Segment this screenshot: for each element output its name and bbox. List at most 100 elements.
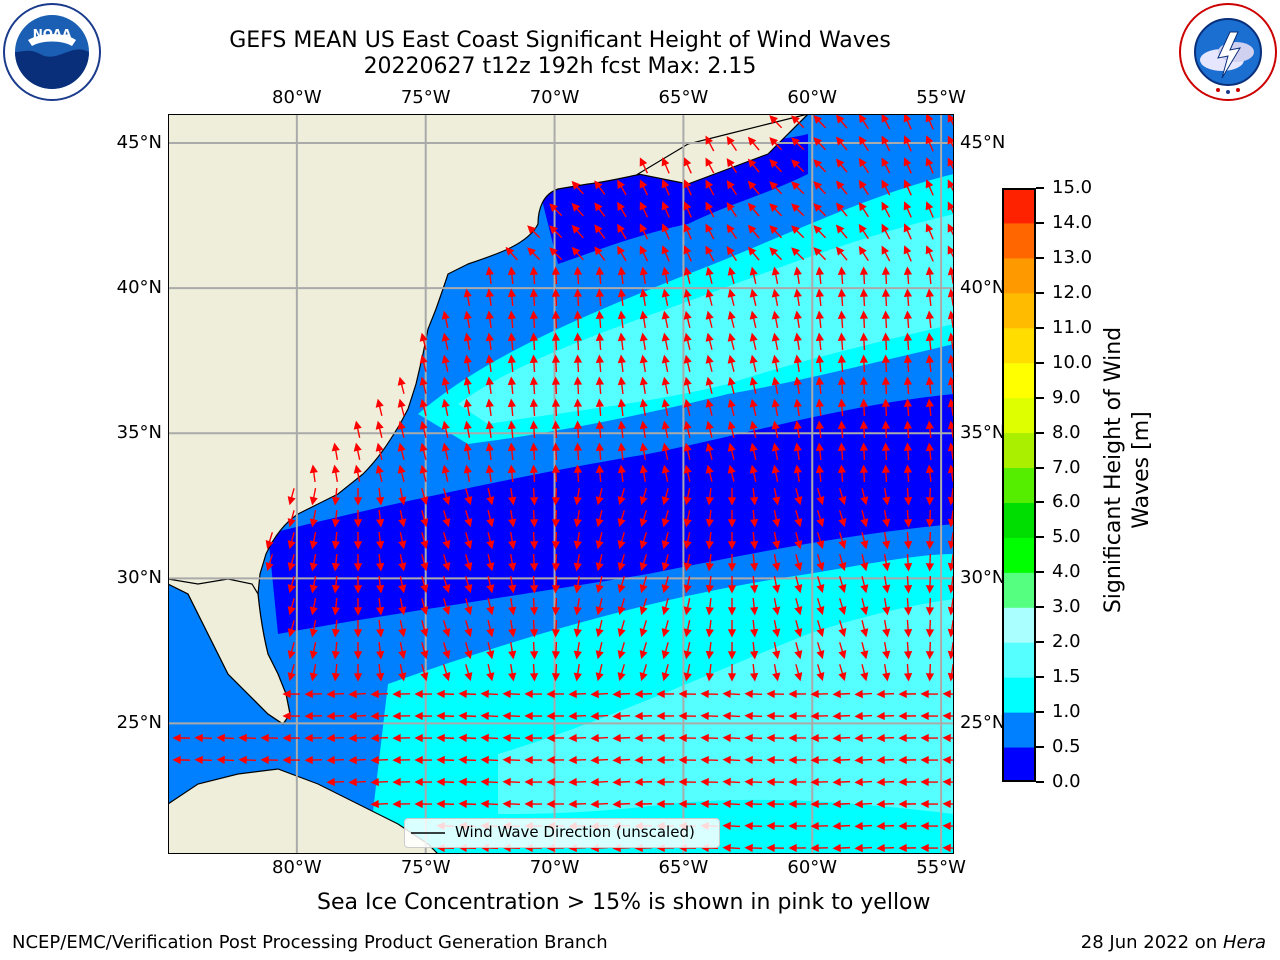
wave-direction-arrow (788, 799, 807, 809)
wave-direction-arrow (546, 733, 565, 743)
wave-direction-arrow (353, 663, 363, 682)
colorbar-segment (1002, 362, 1036, 399)
footer-host: Hera (1222, 932, 1266, 953)
wave-direction-arrow (794, 598, 803, 616)
wave-direction-arrow (791, 203, 805, 217)
wave-direction-arrow (442, 554, 451, 572)
wave-direction-arrow (661, 554, 670, 572)
wave-direction-arrow (348, 755, 367, 765)
wave-direction-arrow (612, 689, 631, 699)
wave-direction-arrow (370, 777, 389, 787)
wave-direction-arrow (442, 664, 451, 682)
wave-direction-arrow (287, 532, 296, 550)
wave-direction-arrow (634, 711, 653, 721)
wave-direction-arrow (529, 619, 539, 638)
wave-direction-arrow (683, 464, 692, 482)
wave-direction-arrow (617, 420, 626, 439)
wave-direction-arrow (876, 689, 895, 699)
wave-direction-arrow (573, 310, 583, 329)
lon-tick-label-top: 65°W (658, 87, 709, 108)
wave-direction-arrow (309, 664, 318, 682)
wave-direction-arrow (903, 376, 913, 395)
wave-direction-arrow (661, 157, 670, 174)
wave-direction-arrow (947, 464, 954, 483)
wave-direction-arrow (551, 420, 561, 439)
wave-direction-arrow (876, 711, 895, 721)
wave-direction-arrow (546, 755, 565, 765)
wave-direction-arrow (420, 664, 429, 682)
wave-direction-arrow (747, 136, 760, 151)
wave-direction-arrow (750, 641, 759, 660)
wave-direction-arrow (442, 510, 451, 528)
wave-direction-arrow (414, 689, 433, 699)
wave-direction-arrow (529, 663, 539, 682)
wave-direction-arrow (370, 689, 389, 699)
wave-direction-arrow (882, 663, 891, 682)
colorbar-tick-label: 0.0 (1052, 771, 1081, 792)
wave-direction-arrow (639, 554, 648, 572)
wave-direction-arrow (881, 376, 891, 395)
wave-direction-arrow (727, 531, 737, 550)
wave-direction-arrow (813, 181, 827, 195)
wave-direction-arrow (551, 442, 561, 461)
wave-direction-arrow (837, 376, 847, 395)
wave-direction-arrow (881, 442, 891, 461)
wave-direction-arrow (639, 157, 649, 174)
wave-direction-arrow (788, 843, 807, 853)
wave-direction-arrow (722, 733, 741, 743)
wave-direction-arrow (617, 532, 626, 550)
wave-direction-arrow (656, 777, 675, 787)
lat-tick-label-right: 40°N (960, 277, 1006, 299)
wave-direction-arrow (947, 288, 954, 307)
wave-direction-arrow (436, 799, 455, 809)
wave-direction-arrow (392, 689, 411, 699)
wave-direction-arrow (683, 510, 692, 528)
wave-direction-arrow (816, 554, 825, 572)
wave-direction-arrow (573, 398, 583, 417)
wave-direction-arrow (816, 598, 825, 616)
wave-direction-arrow (859, 310, 869, 329)
wave-direction-arrow (639, 398, 648, 417)
wave-direction-arrow (639, 598, 648, 616)
wave-direction-arrow (854, 733, 873, 743)
wave-direction-arrow (529, 487, 539, 506)
wave-direction-arrow (766, 821, 785, 831)
wave-direction-arrow (903, 179, 912, 196)
wave-direction-arrow (705, 531, 714, 550)
colorbar-segment (1002, 712, 1036, 748)
wave-direction-arrow (639, 179, 649, 196)
wave-direction-arrow (832, 733, 851, 743)
wave-direction-arrow (502, 711, 521, 721)
wave-direction-arrow (458, 733, 477, 743)
wave-direction-arrow (398, 620, 407, 638)
wave-direction-arrow (442, 642, 451, 660)
wave-direction-arrow (727, 553, 737, 572)
colorbar (1002, 188, 1036, 782)
wave-direction-arrow (772, 664, 781, 682)
wave-direction-arrow (527, 247, 541, 261)
wave-direction-arrow (529, 597, 539, 616)
wave-direction-arrow (925, 420, 934, 439)
lon-tick-label-bottom: 75°W (400, 857, 451, 878)
wave-direction-arrow (331, 464, 340, 483)
wave-direction-arrow (331, 619, 340, 638)
wave-direction-arrow (436, 755, 455, 765)
wave-direction-arrow (612, 711, 631, 721)
wave-direction-arrow (551, 575, 561, 594)
wave-direction-arrow (705, 288, 714, 306)
wave-direction-arrow (573, 553, 582, 572)
wave-direction-arrow (816, 488, 825, 506)
wave-direction-arrow (705, 464, 714, 482)
wave-direction-arrow (854, 799, 873, 809)
wave-direction-arrow (331, 531, 340, 550)
colorbar-frame (1002, 188, 1036, 782)
lat-tick-label-left: 40°N (116, 277, 162, 299)
wave-direction-arrow (331, 509, 340, 528)
colorbar-tick-label: 5.0 (1052, 526, 1081, 548)
wave-direction-arrow (595, 464, 605, 483)
wave-direction-arrow (882, 487, 891, 506)
wave-direction-arrow (678, 733, 697, 743)
wave-direction-arrow (353, 575, 363, 594)
wave-direction-arrow (661, 442, 670, 460)
wave-direction-arrow (727, 575, 737, 594)
